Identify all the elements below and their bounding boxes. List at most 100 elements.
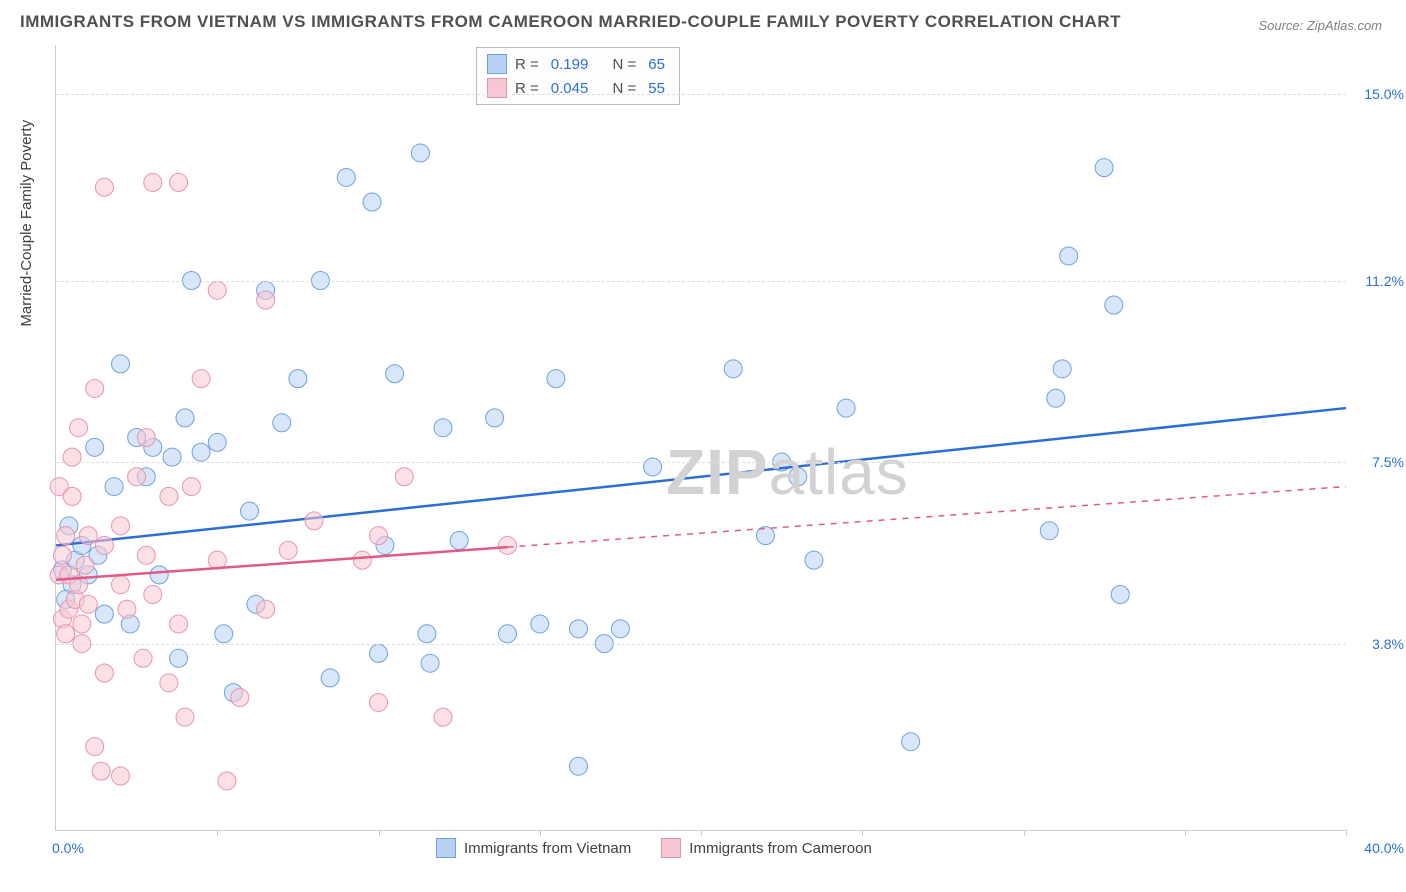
scatter-point xyxy=(1111,586,1129,604)
scatter-point xyxy=(421,654,439,672)
scatter-point xyxy=(170,615,188,633)
scatter-point xyxy=(1060,247,1078,265)
y-axis-title: Married-Couple Family Poverty xyxy=(18,120,35,327)
scatter-point xyxy=(395,468,413,486)
gridline xyxy=(56,94,1346,95)
scatter-point xyxy=(1095,159,1113,177)
scatter-point xyxy=(231,689,249,707)
scatter-point xyxy=(137,546,155,564)
legend-row: R = 0.199 N = 65 xyxy=(487,52,669,76)
scatter-point xyxy=(386,365,404,383)
scatter-point xyxy=(257,600,275,618)
scatter-point xyxy=(160,674,178,692)
scatter-svg xyxy=(56,45,1346,830)
scatter-point xyxy=(1053,360,1071,378)
scatter-point xyxy=(499,536,517,554)
r-label: R = xyxy=(515,56,539,73)
x-tick-mark xyxy=(701,830,702,836)
scatter-point xyxy=(176,708,194,726)
scatter-point xyxy=(1105,296,1123,314)
x-axis-max-label: 40.0% xyxy=(1364,840,1404,856)
scatter-point xyxy=(92,762,110,780)
plot-area: ZIPatlas R = 0.199 N = 65 R = 0.045 N = … xyxy=(55,45,1346,831)
gridline xyxy=(56,462,1346,463)
scatter-point xyxy=(1040,522,1058,540)
scatter-point xyxy=(837,399,855,417)
scatter-point xyxy=(370,644,388,662)
scatter-point xyxy=(128,468,146,486)
scatter-point xyxy=(353,551,371,569)
legend-row: R = 0.045 N = 55 xyxy=(487,76,669,100)
scatter-point xyxy=(531,615,549,633)
scatter-point xyxy=(547,370,565,388)
x-tick-mark xyxy=(1024,830,1025,836)
swatch-series-1 xyxy=(487,54,507,74)
scatter-point xyxy=(160,487,178,505)
x-tick-mark xyxy=(379,830,380,836)
source-label: Source: ZipAtlas.com xyxy=(1258,18,1382,33)
scatter-point xyxy=(86,379,104,397)
scatter-point xyxy=(241,502,259,520)
scatter-point xyxy=(57,527,75,545)
legend-series: Immigrants from Vietnam Immigrants from … xyxy=(436,838,872,858)
scatter-point xyxy=(370,527,388,545)
legend-item: Immigrants from Cameroon xyxy=(661,838,872,858)
scatter-point xyxy=(79,595,97,613)
scatter-point xyxy=(215,625,233,643)
scatter-point xyxy=(273,414,291,432)
scatter-point xyxy=(170,649,188,667)
scatter-point xyxy=(370,693,388,711)
scatter-point xyxy=(724,360,742,378)
scatter-point xyxy=(176,409,194,427)
scatter-point xyxy=(499,625,517,643)
scatter-point xyxy=(805,551,823,569)
x-tick-mark xyxy=(1346,830,1347,836)
n-value: 65 xyxy=(648,56,665,73)
scatter-point xyxy=(486,409,504,427)
x-tick-mark xyxy=(217,830,218,836)
n-label: N = xyxy=(612,56,636,73)
x-axis-min-label: 0.0% xyxy=(52,840,84,856)
scatter-point xyxy=(170,173,188,191)
scatter-point xyxy=(450,532,468,550)
chart-container: IMMIGRANTS FROM VIETNAM VS IMMIGRANTS FR… xyxy=(0,0,1406,892)
x-tick-mark xyxy=(862,830,863,836)
scatter-point xyxy=(411,144,429,162)
swatch-series-1 xyxy=(436,838,456,858)
scatter-point xyxy=(434,708,452,726)
scatter-point xyxy=(95,664,113,682)
scatter-point xyxy=(305,512,323,530)
x-tick-mark xyxy=(1185,830,1186,836)
scatter-point xyxy=(257,291,275,309)
scatter-point xyxy=(105,478,123,496)
scatter-point xyxy=(208,281,226,299)
scatter-point xyxy=(363,193,381,211)
scatter-point xyxy=(569,620,587,638)
trend-line xyxy=(56,408,1346,545)
scatter-point xyxy=(53,546,71,564)
scatter-point xyxy=(208,433,226,451)
scatter-point xyxy=(789,468,807,486)
scatter-point xyxy=(192,370,210,388)
r-value: 0.199 xyxy=(551,56,589,73)
gridline xyxy=(56,644,1346,645)
scatter-point xyxy=(112,517,130,535)
trend-line-dashed xyxy=(508,487,1347,548)
x-tick-mark xyxy=(540,830,541,836)
scatter-point xyxy=(112,355,130,373)
scatter-point xyxy=(73,615,91,633)
scatter-point xyxy=(112,576,130,594)
scatter-point xyxy=(137,429,155,447)
legend-correlation: R = 0.199 N = 65 R = 0.045 N = 55 xyxy=(476,47,680,105)
y-tick-label: 11.2% xyxy=(1365,273,1404,289)
scatter-point xyxy=(95,178,113,196)
scatter-point xyxy=(279,541,297,559)
scatter-point xyxy=(1047,389,1065,407)
chart-title: IMMIGRANTS FROM VIETNAM VS IMMIGRANTS FR… xyxy=(20,12,1121,32)
y-tick-label: 7.5% xyxy=(1372,454,1404,470)
scatter-point xyxy=(434,419,452,437)
scatter-point xyxy=(218,772,236,790)
scatter-point xyxy=(144,586,162,604)
scatter-point xyxy=(63,448,81,466)
legend-label: Immigrants from Cameroon xyxy=(689,840,872,857)
